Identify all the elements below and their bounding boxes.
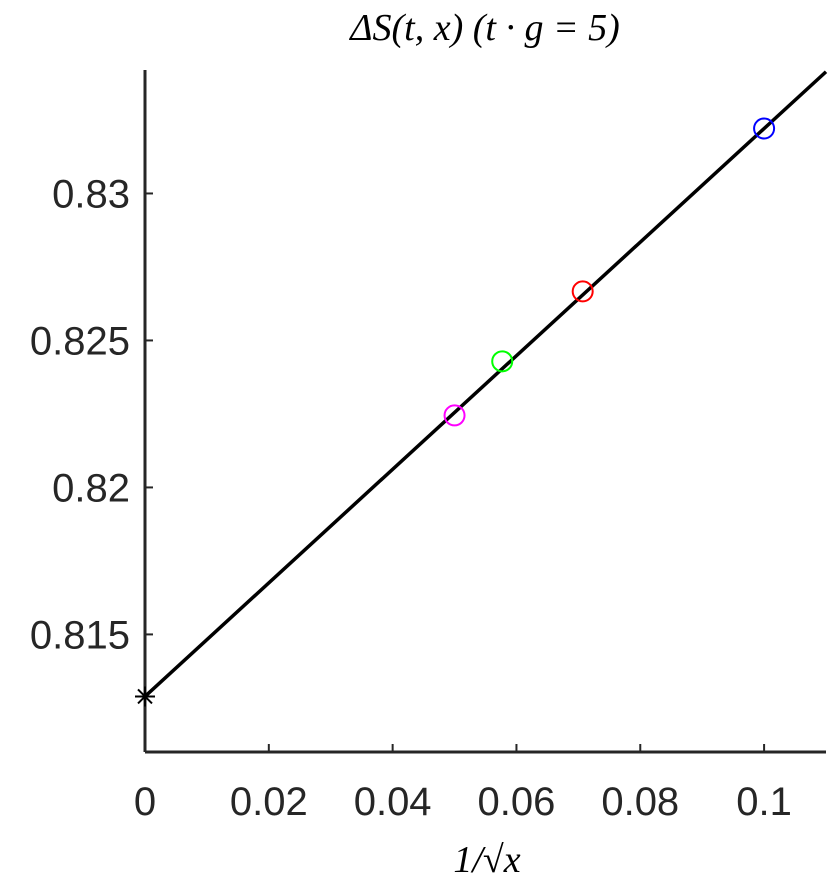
x-tick-label: 0 <box>134 780 156 824</box>
data-point <box>753 117 776 140</box>
y-tick-label: 0.825 <box>30 319 130 363</box>
y-tick-label: 0.815 <box>30 613 130 657</box>
y-tick-label: 0.82 <box>52 466 130 510</box>
x-tick-label: 0.1 <box>736 780 792 824</box>
data-point <box>571 280 594 303</box>
x-tick-label: 0.04 <box>354 780 432 824</box>
x-tick-label: 0.06 <box>478 780 556 824</box>
data-point <box>491 350 514 373</box>
x-tick-label: 0.08 <box>601 780 679 824</box>
chart-title: ΔS(t, x) (t · g = 5) <box>348 7 620 49</box>
x-tick-label: 0.02 <box>230 780 308 824</box>
y-tick-label: 0.83 <box>52 172 130 216</box>
x-axis-label: 1/√x <box>453 839 520 881</box>
fit-line <box>143 70 828 698</box>
data-point <box>443 404 466 427</box>
data-point <box>135 686 155 707</box>
